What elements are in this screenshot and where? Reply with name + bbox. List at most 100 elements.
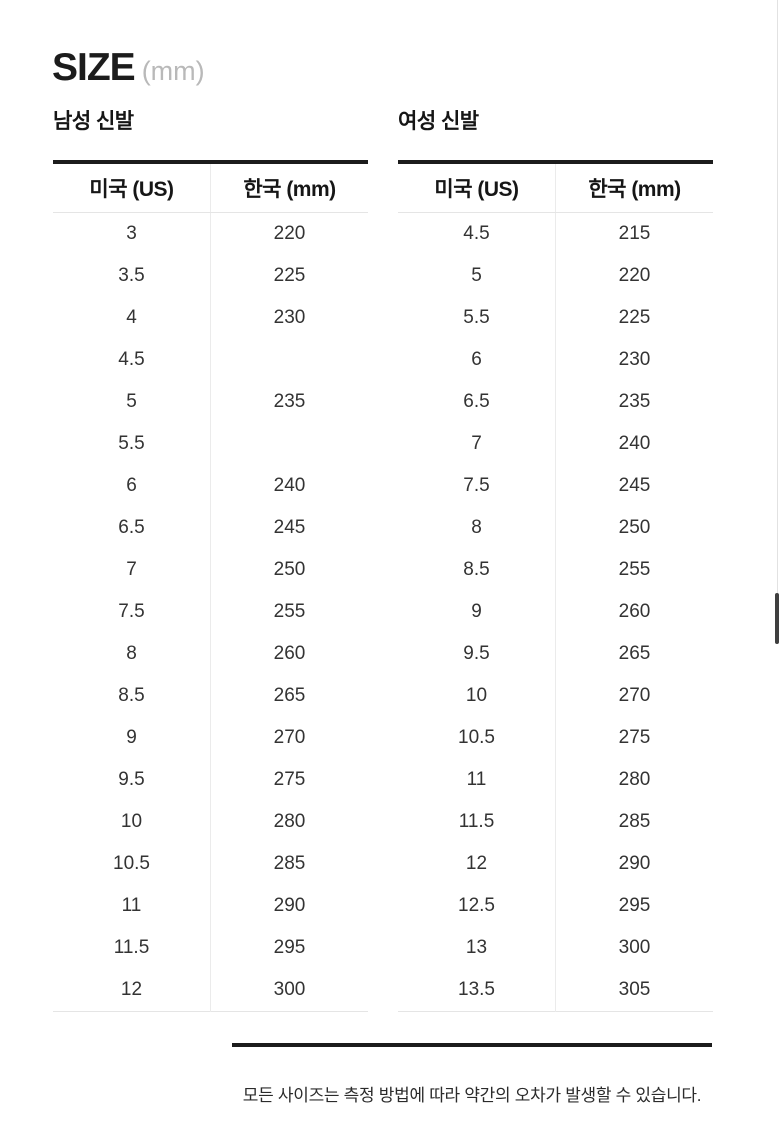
table-cell: 255 [273,601,306,622]
table-cell: 230 [618,349,651,370]
page-title: SIZE (mm) [52,46,205,90]
table-cell: 5.5 [53,423,211,465]
table-cell: 12.5 [398,885,556,927]
page-title-unit: (mm) [141,56,205,87]
table-cell: 7.5 [398,465,556,507]
table-cell: 13.5 [398,969,556,1012]
table-row: 11.5 285 [398,801,713,843]
table-row: 9 260 [398,591,713,633]
table-row: 13.5 305 [398,969,713,1012]
table-cell [211,339,369,381]
table-row: 13 300 [398,927,713,969]
table-row: 4 230 [53,297,368,339]
footer-divider [232,1043,712,1047]
table-cell: 250 [618,517,651,538]
table-row: 6.5 245 [53,507,368,549]
table-cell: 260 [618,601,651,622]
table-cell: 225 [618,307,651,328]
table-cell: 8.5 [53,675,211,717]
womens-section-title: 여성 신발 [398,110,479,133]
table-cell: 260 [273,643,306,664]
table-cell: 4.5 [53,339,211,381]
table-row: 10 270 [398,675,713,717]
table-cell: 245 [273,517,306,538]
table-cell: 10.5 [53,843,211,885]
table-cell: 250 [273,559,306,580]
table-cell: 11.5 [53,927,211,969]
table-cell: 9 [53,717,211,759]
table-row: 7.5 245 [398,465,713,507]
table-cell: 7.5 [53,591,211,633]
table-row: 7 240 [398,423,713,465]
table-cell: 5 [53,381,211,423]
table-cell: 3.5 [53,255,211,297]
table-row: 8 260 [53,633,368,675]
table-row: 5 220 [398,255,713,297]
table-cell: 7 [398,423,556,465]
table-cell: 5 [398,255,556,297]
table-cell: 6.5 [398,381,556,423]
table-cell: 295 [273,937,306,958]
table-cell: 255 [618,559,651,580]
scrollbar-thumb[interactable] [775,593,779,644]
table-cell: 215 [618,223,651,244]
table-cell: 4.5 [398,212,556,255]
table-row: 8.5 255 [398,549,713,591]
table-cell: 285 [618,811,651,832]
table-cell: 240 [618,433,651,454]
table-cell: 220 [273,223,306,244]
table-cell: 9.5 [398,633,556,675]
table-cell: 10.5 [398,717,556,759]
mens-size-section: 남성 신발 미국 (US) 한국 (mm) 3 220 3.5 225 4 230 4.5 5 23… [53,105,368,1012]
table-cell: 225 [273,265,306,286]
table-cell: 11 [398,759,556,801]
table-cell: 12 [398,843,556,885]
table-row: 6 240 [53,465,368,507]
table-row: 11 290 [53,885,368,927]
footnote: 모든 사이즈는 측정 방법에 따라 약간의 오차가 발생할 수 있습니다. [242,1086,702,1105]
table-row: 11.5 295 [53,927,368,969]
table-row: 5.5 225 [398,297,713,339]
header-row: 미국 (US) 한국 (mm) [398,162,713,213]
table-cell: 300 [273,979,306,1000]
table-cell: 275 [273,769,306,790]
column-header: 미국 (US) [398,162,556,213]
table-row: 7 250 [53,549,368,591]
table-row: 11 280 [398,759,713,801]
scrollbar-track [777,0,778,632]
table-cell: 9.5 [53,759,211,801]
table-cell: 7 [53,549,211,591]
table-cell: 305 [618,979,651,1000]
table-cell: 275 [618,727,651,748]
table-cell: 290 [618,853,651,874]
table-cell [211,423,369,465]
table-cell: 245 [618,475,651,496]
table-cell: 5.5 [398,297,556,339]
table-row: 9 270 [53,717,368,759]
table-cell: 235 [618,391,651,412]
mens-size-table: 미국 (US) 한국 (mm) 3 220 3.5 225 4 230 4.5 5 235 5.5 6 2… [53,160,368,1012]
table-cell: 11.5 [398,801,556,843]
womens-size-section: 여성 신발 미국 (US) 한국 (mm) 4.5 215 5 220 5.5 225 6 230… [398,105,713,1012]
header-row: 미국 (US) 한국 (mm) [53,162,368,213]
table-cell: 270 [273,727,306,748]
table-cell: 220 [618,265,651,286]
table-row: 7.5 255 [53,591,368,633]
page-title-text: SIZE [52,46,136,90]
table-cell: 8 [53,633,211,675]
table-row: 8.5 265 [53,675,368,717]
womens-size-table: 미국 (US) 한국 (mm) 4.5 215 5 220 5.5 225 6 230 6.5 235… [398,160,713,1012]
table-cell: 235 [273,391,306,412]
column-header: 미국 (US) [53,162,211,213]
table-row: 12.5 295 [398,885,713,927]
table-cell: 230 [273,307,306,328]
table-row: 12 290 [398,843,713,885]
table-row: 5 235 [53,381,368,423]
table-cell: 6 [53,465,211,507]
table-row: 5.5 [53,423,368,465]
table-cell: 270 [618,685,651,706]
table-row: 6.5 235 [398,381,713,423]
table-cell: 10 [398,675,556,717]
table-cell: 3 [53,212,211,255]
table-row: 3 220 [53,212,368,255]
